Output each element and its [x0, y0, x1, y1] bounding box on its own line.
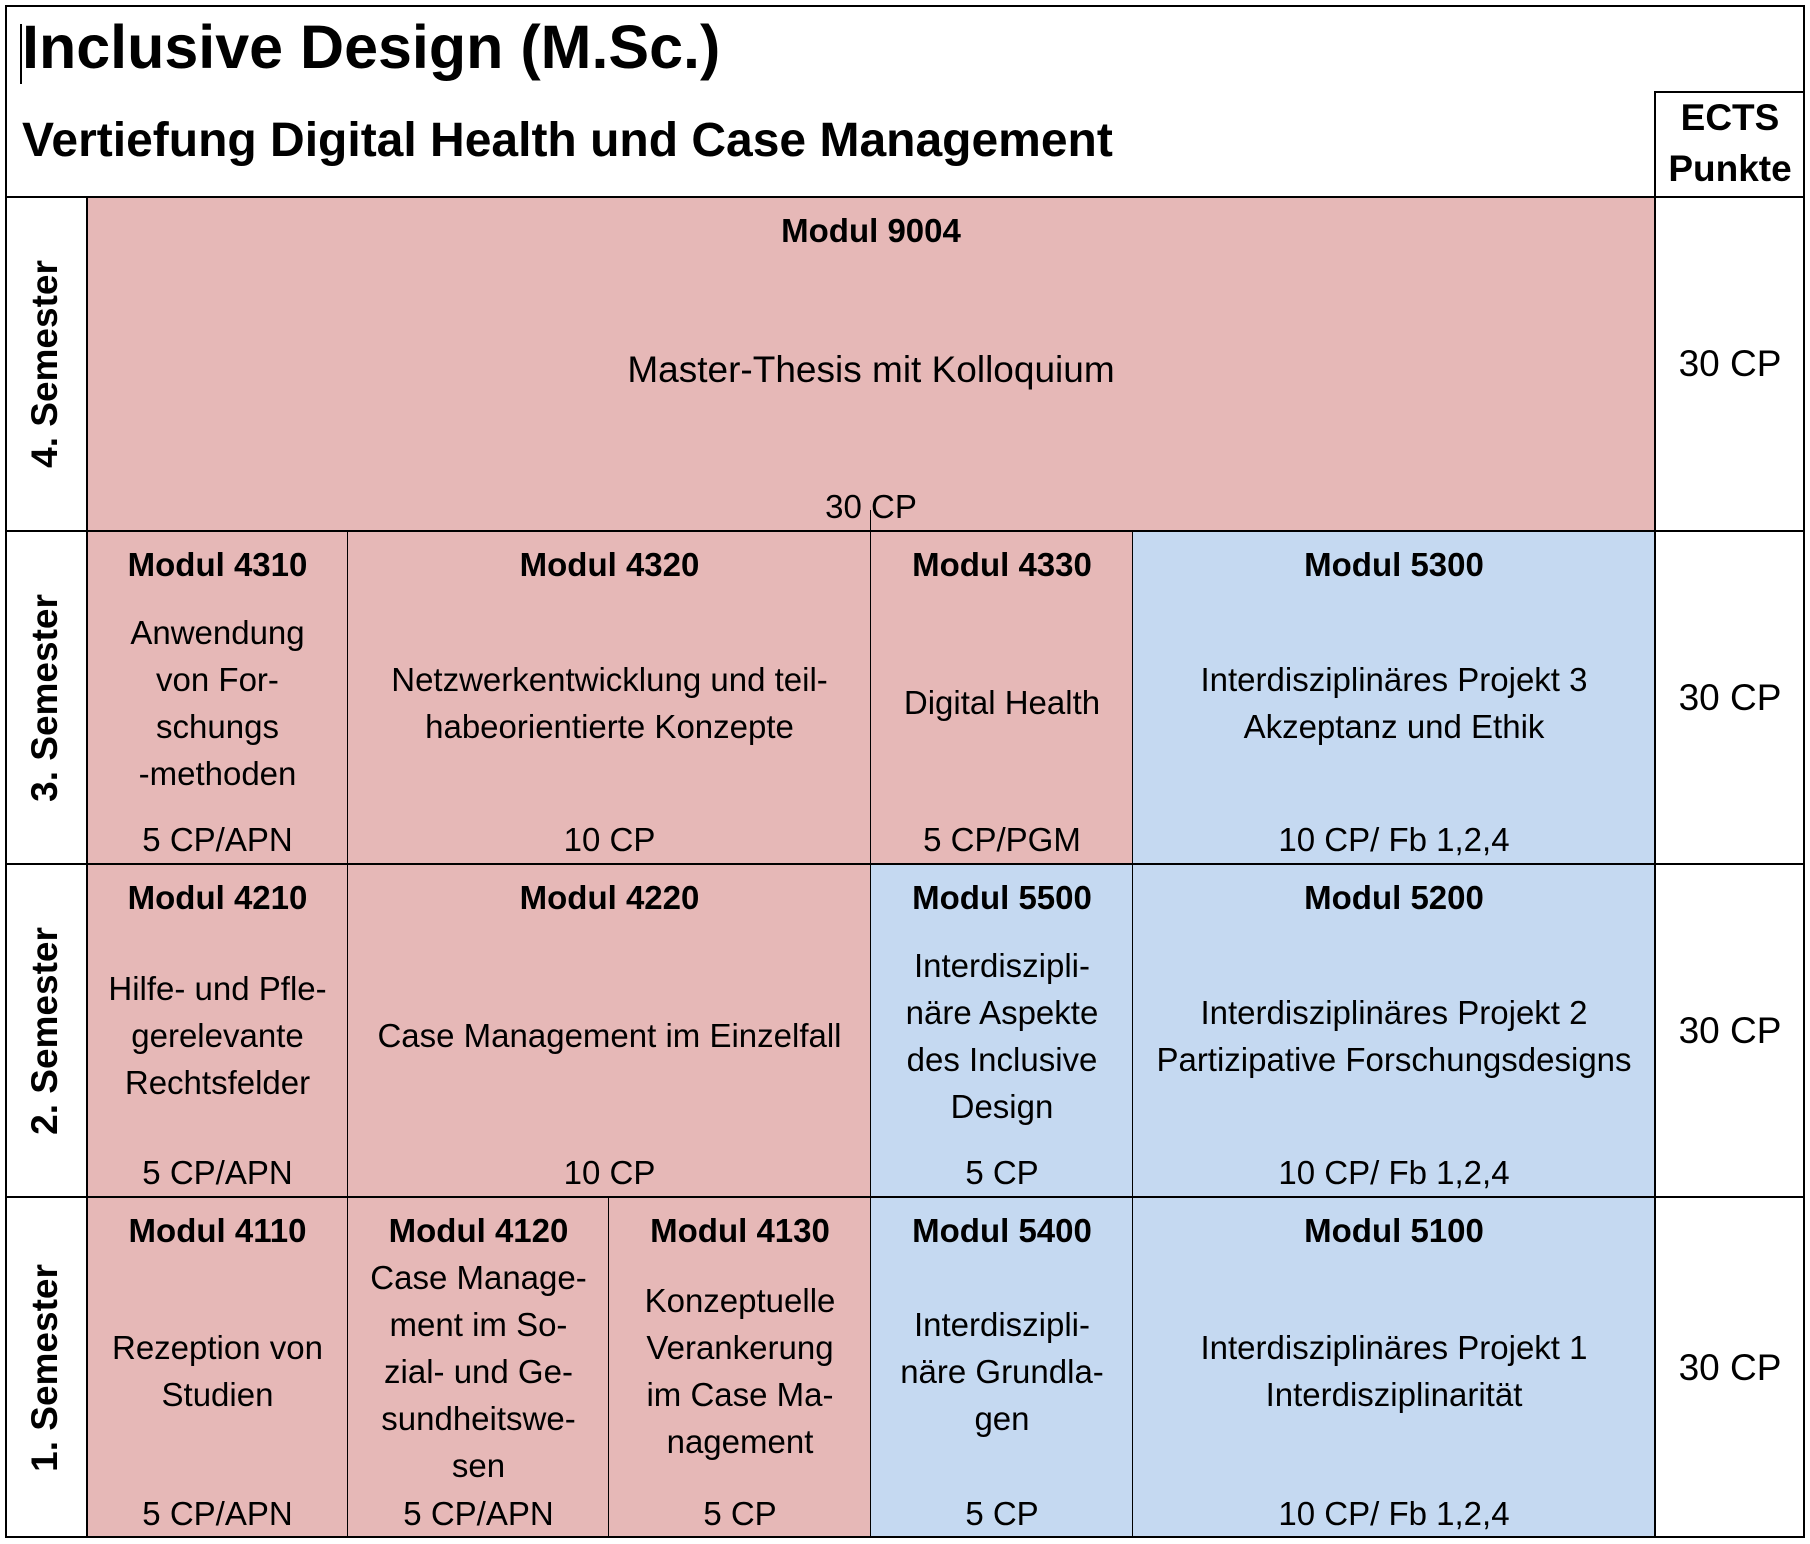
- border-ects-left: [1654, 91, 1656, 1538]
- module-5300: Modul 5300 Interdisziplinäres Projekt 3 …: [1133, 531, 1655, 864]
- module-5500: Modul 5500 Interdiszipli- näre Aspekte d…: [871, 864, 1133, 1197]
- module-title: Netzwerkentwicklung und teil- habeorient…: [391, 660, 828, 745]
- module-title: Interdisziplinäres Projekt 1 Interdiszip…: [1200, 1329, 1588, 1413]
- border-col-d: [1132, 530, 1133, 1538]
- module-code: Modul 5200: [1304, 879, 1484, 916]
- semester-3-ects: 30 CP: [1678, 676, 1782, 718]
- module-credits: 5 CP/APN: [142, 821, 293, 858]
- border-col-a: [347, 530, 348, 1538]
- semester-2-ects: 30 CP: [1678, 1009, 1782, 1051]
- module-code: Modul 4110: [128, 1212, 307, 1249]
- page-title: Inclusive Design (M.Sc.): [22, 13, 721, 81]
- module-credits: 5 CP: [703, 1495, 777, 1532]
- module-title: Interdiszipli- näre Aspekte des Inclusiv…: [905, 946, 1099, 1125]
- module-credits: 10 CP/ Fb 1,2,4: [1278, 821, 1510, 858]
- module-code: Modul 5300: [1304, 546, 1484, 583]
- semester-1-text: 1. Semester: [24, 1263, 65, 1472]
- module-code: Modul 5400: [912, 1212, 1092, 1249]
- module-code: Modul 4330: [912, 546, 1092, 583]
- module-credits: 10 CP: [563, 1154, 656, 1191]
- module-code: Modul 5100: [1304, 1212, 1484, 1249]
- border-row-4-3: [5, 530, 1805, 532]
- border-col-c: [870, 530, 871, 1538]
- module-code: Modul 4220: [519, 879, 700, 916]
- border-row-2-1: [5, 1196, 1805, 1198]
- border-outer-top: [5, 5, 1805, 7]
- module-4210: Modul 4210 Hilfe- und Pfle- gerelevante …: [87, 864, 348, 1197]
- module-code: Modul 4320: [519, 546, 700, 583]
- module-credits: 5 CP/APN: [142, 1154, 293, 1191]
- module-title: Interdisziplinäres Projekt 2 Partizipati…: [1156, 993, 1632, 1078]
- module-4330: Modul 4330 Digital Health 5 CP/PGM: [871, 531, 1133, 864]
- module-credits: 30 CP: [825, 488, 917, 525]
- module-title: Konzeptuelle Verankerung im Case Ma- nag…: [644, 1282, 836, 1460]
- module-4110: Modul 4110 Rezeption von Studien 5 CP/AP…: [87, 1197, 348, 1538]
- module-4220: Modul 4220 Case Management im Einzelfall…: [348, 864, 871, 1197]
- module-credits: 5 CP: [965, 1495, 1039, 1532]
- module-title: Interdiszipli- näre Grundla- gen: [900, 1305, 1104, 1437]
- module-title: Digital Health: [903, 684, 1101, 721]
- module-credits: 5 CP/PGM: [923, 821, 1081, 858]
- border-9004-cp-divider: [870, 510, 871, 530]
- text-cursor: [20, 24, 22, 84]
- module-code: Modul 4310: [127, 546, 308, 583]
- module-code: Modul 4130: [650, 1212, 830, 1249]
- module-credits: 5 CP/APN: [142, 1495, 293, 1532]
- semester-4-ects: 30 CP: [1678, 343, 1782, 384]
- module-credits: 5 CP/APN: [403, 1495, 554, 1532]
- module-code: Modul 4120: [388, 1212, 569, 1249]
- border-semester-right: [86, 196, 88, 1538]
- semester-3-text: 3. Semester: [24, 593, 65, 802]
- semester-label-4: 4. Semester: [5, 197, 85, 531]
- module-code: Modul 5500: [912, 879, 1092, 916]
- border-header-bottom: [5, 196, 1805, 198]
- module-title: Hilfe- und Pfle- gerelevante Rechtsfelde…: [108, 970, 327, 1101]
- module-credits: 5 CP: [965, 1154, 1039, 1191]
- border-ects-head-top: [1654, 91, 1805, 93]
- semester-4-text: 4. Semester: [24, 260, 65, 468]
- semester-1-ects: 30 CP: [1678, 1346, 1782, 1388]
- module-4120: Modul 4120 Case Manage- ment im So- zial…: [348, 1197, 609, 1538]
- module-4320: Modul 4320 Netzwerkentwicklung und teil-…: [348, 531, 871, 864]
- semester-label-3: 3. Semester: [5, 531, 85, 864]
- module-9004: Modul 9004 Master-Thesis mit Kolloquium …: [87, 197, 1655, 531]
- border-col-b: [608, 1196, 609, 1538]
- module-title: Master-Thesis mit Kolloquium: [627, 348, 1115, 390]
- ects-column-header: ECTS Punkte: [1668, 97, 1792, 189]
- semester-label-1: 1. Semester: [5, 1197, 85, 1538]
- module-4310: Modul 4310 Anwendung von For- schungs -m…: [87, 531, 348, 864]
- module-credits: 10 CP/ Fb 1,2,4: [1278, 1154, 1510, 1191]
- module-5200: Modul 5200 Interdisziplinäres Projekt 2 …: [1133, 864, 1655, 1197]
- module-title: Case Management im Einzelfall: [377, 1017, 842, 1054]
- page-subtitle: Vertiefung Digital Health und Case Manag…: [22, 114, 1113, 167]
- border-outer-right: [1803, 5, 1805, 1538]
- module-title: Case Manage- ment im So- zial- und Ge- s…: [370, 1258, 587, 1484]
- module-code: Modul 9004: [781, 212, 961, 249]
- border-outer-left: [5, 5, 7, 1538]
- module-4130: Modul 4130 Konzeptuelle Verankerung im C…: [609, 1197, 871, 1538]
- module-code: Modul 4210: [127, 879, 308, 916]
- module-title: Anwendung von For- schungs -methoden: [130, 613, 305, 792]
- module-5400: Modul 5400 Interdiszipli- näre Grundla- …: [871, 1197, 1133, 1538]
- semester-label-2: 2. Semester: [5, 864, 85, 1197]
- semester-2-text: 2. Semester: [24, 926, 65, 1135]
- border-row-3-2: [5, 863, 1805, 865]
- module-title: Interdisziplinäres Projekt 3 Akzeptanz u…: [1200, 660, 1588, 745]
- border-outer-bottom: [5, 1536, 1805, 1538]
- module-credits: 10 CP/ Fb 1,2,4: [1278, 1495, 1510, 1532]
- module-credits: 10 CP: [563, 821, 656, 858]
- module-title: Rezeption von Studien: [112, 1329, 323, 1413]
- module-5100: Modul 5100 Interdisziplinäres Projekt 1 …: [1133, 1197, 1655, 1538]
